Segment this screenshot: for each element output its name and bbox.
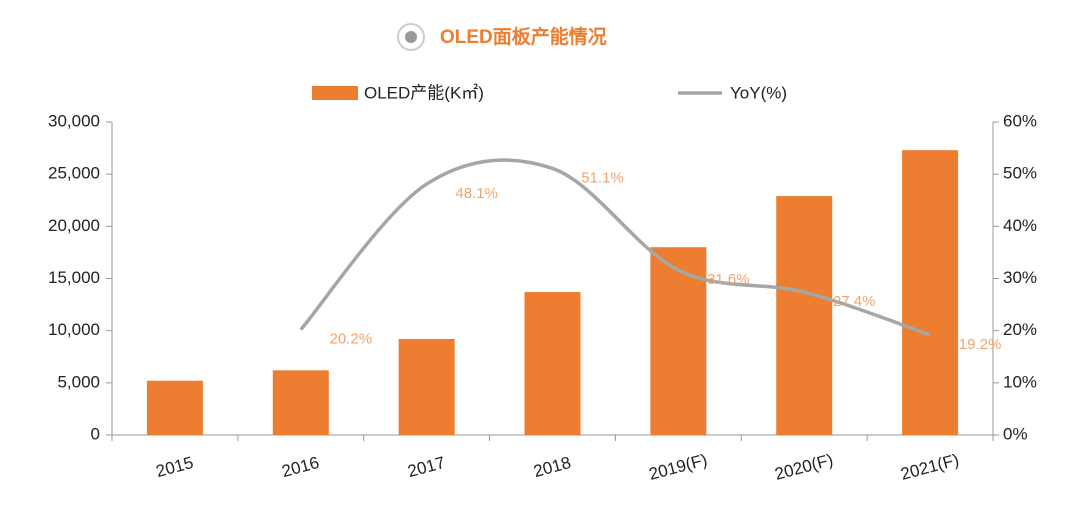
bar	[272, 370, 329, 435]
y-tick-label: 5,000	[57, 372, 100, 391]
data-label: 31.6%	[707, 271, 750, 288]
x-tick-label: 2019(F)	[647, 450, 709, 484]
data-label: 48.1%	[455, 185, 498, 202]
y-tick-label: 20,000	[48, 216, 100, 235]
y2-tick-label: 0%	[1003, 424, 1028, 443]
x-tick-label: 2021(F)	[899, 450, 961, 484]
y-tick-label: 25,000	[48, 164, 100, 183]
data-label: 27.4%	[833, 293, 876, 310]
x-tick-label: 2015	[154, 453, 195, 481]
y2-tick-label: 50%	[1003, 164, 1037, 183]
y2-tick-label: 10%	[1003, 372, 1037, 391]
bar	[398, 339, 455, 435]
data-label: 19.2%	[959, 336, 1002, 353]
y2-tick-label: 20%	[1003, 320, 1037, 339]
x-tick-label: 2017	[406, 453, 447, 481]
bar	[524, 292, 581, 435]
y2-tick-label: 30%	[1003, 268, 1037, 287]
y2-tick-label: 60%	[1003, 111, 1037, 130]
bar	[146, 380, 203, 435]
y-tick-label: 15,000	[48, 268, 100, 287]
bar	[776, 196, 833, 435]
data-label: 20.2%	[330, 331, 373, 348]
line	[299, 158, 931, 337]
bar	[902, 150, 959, 436]
x-tick-label: 2020(F)	[773, 450, 835, 484]
bar	[650, 247, 707, 435]
y-tick-label: 0	[91, 424, 100, 443]
chart-title: OLED面板产能情况	[440, 25, 607, 48]
legend-label: YoY(%)	[730, 83, 787, 102]
legend-swatch	[312, 86, 358, 100]
x-tick-label: 2018	[532, 453, 573, 481]
y-tick-label: 30,000	[48, 111, 100, 130]
title-icon-dot	[405, 31, 417, 43]
y2-tick-label: 40%	[1003, 216, 1037, 235]
y-tick-label: 10,000	[48, 320, 100, 339]
data-label: 51.1%	[581, 169, 624, 186]
legend-label: OLED产能(K㎡)	[364, 83, 484, 102]
x-tick-label: 2016	[280, 453, 321, 481]
